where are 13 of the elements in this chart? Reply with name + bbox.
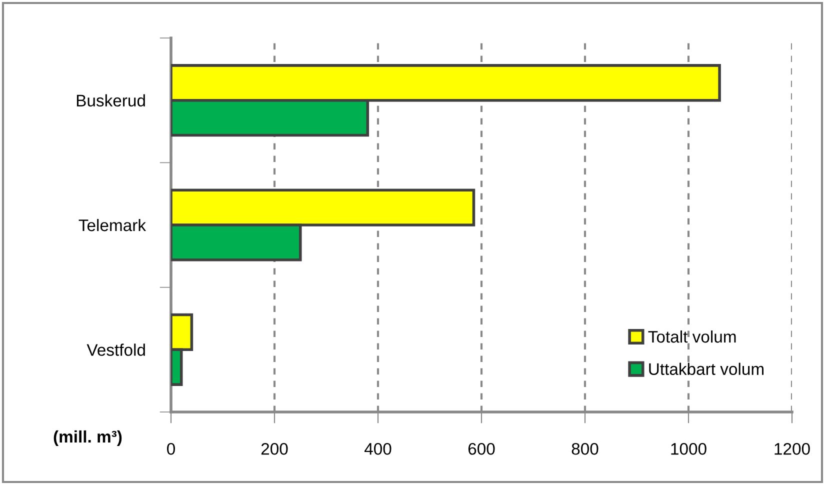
x-tick-label: 0: [167, 442, 175, 455]
y-tick-label: Buskerud: [76, 94, 145, 107]
y-tick-label: Vestfold: [86, 344, 145, 356]
x-tick-label: 600: [468, 442, 495, 455]
x-axis-title: (mill. m³): [54, 430, 122, 446]
x-tick-label: 200: [261, 442, 288, 455]
y-tick-label: Telemark: [78, 218, 146, 232]
x-tick-label: 1200: [774, 442, 810, 455]
legend-label: Uttakbart volum: [649, 362, 764, 376]
legend-label: Totalt volum: [648, 330, 736, 343]
x-tick-label: 400: [364, 442, 392, 455]
x-tick-label: 1000: [671, 442, 706, 455]
x-tick-label: 800: [572, 442, 598, 455]
